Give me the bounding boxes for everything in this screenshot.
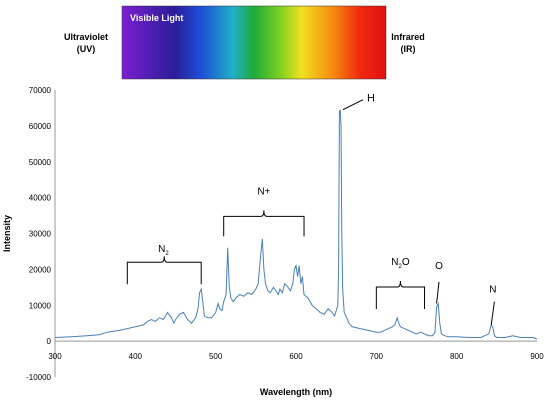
annotation-n2: N2 [126,244,202,285]
y-tick-labels: -10000 0 10000 20000 30000 40000 50000 60000 700… [26,86,51,382]
y-tick-label: 30000 [29,230,52,239]
label-h: H [367,93,375,105]
y-tick-label: 10000 [29,301,52,310]
bracket-n2o [375,280,426,309]
y-tick-label: 40000 [29,194,52,203]
spectrum-gradient [121,5,387,80]
bracket-n2 [126,256,202,285]
label-n-plus: N+ [257,186,270,197]
annotation-n: N [489,284,496,326]
y-tick-label: 70000 [29,86,52,95]
annotation-o: O [435,261,443,304]
x-tick-label: 900 [530,352,544,361]
y-tick-label: 20000 [29,265,52,274]
spectrum-bar: Visible Light Ultraviolet (UV) Infrared … [64,5,425,80]
bracket-n-plus [223,210,305,237]
pointer-h [342,99,364,111]
label-n2o: N2O [391,257,410,270]
x-tick-label: 400 [129,352,143,361]
y-tick-label: -10000 [26,373,51,382]
ir-label: Infrared [391,32,425,42]
x-axis-label: Wavelength (nm) [260,387,332,397]
x-tick-label: 300 [48,352,62,361]
uv-abbrev-label: (UV) [77,44,96,54]
pointer-n [490,301,495,326]
label-n2: N2 [158,244,169,257]
x-tick-label: 600 [289,352,303,361]
ir-abbrev-label: (IR) [401,44,416,54]
y-axis-label: Intensity [2,215,12,252]
y-tick-label: 0 [47,337,52,346]
spectrum-series-line [54,109,538,340]
x-tick-label: 700 [370,352,384,361]
plot-area: -10000 0 10000 20000 30000 40000 50000 60000 700… [2,86,544,397]
y-tick-label: 50000 [29,158,52,167]
annotation-n2o: N2O [375,257,426,309]
x-tick-label: 500 [209,352,223,361]
annotation-h: H [342,93,375,111]
label-o: O [435,261,443,272]
annotation-n-plus: N+ [223,186,305,237]
x-tick-label: 800 [450,352,464,361]
visible-light-label: Visible Light [130,13,183,23]
y-tick-label: 60000 [29,122,52,131]
pointer-o [436,281,440,304]
label-n: N [489,284,496,295]
uv-label: Ultraviolet [64,32,108,42]
x-tick-labels: 300 400 500 600 700 800 900 [48,352,544,361]
